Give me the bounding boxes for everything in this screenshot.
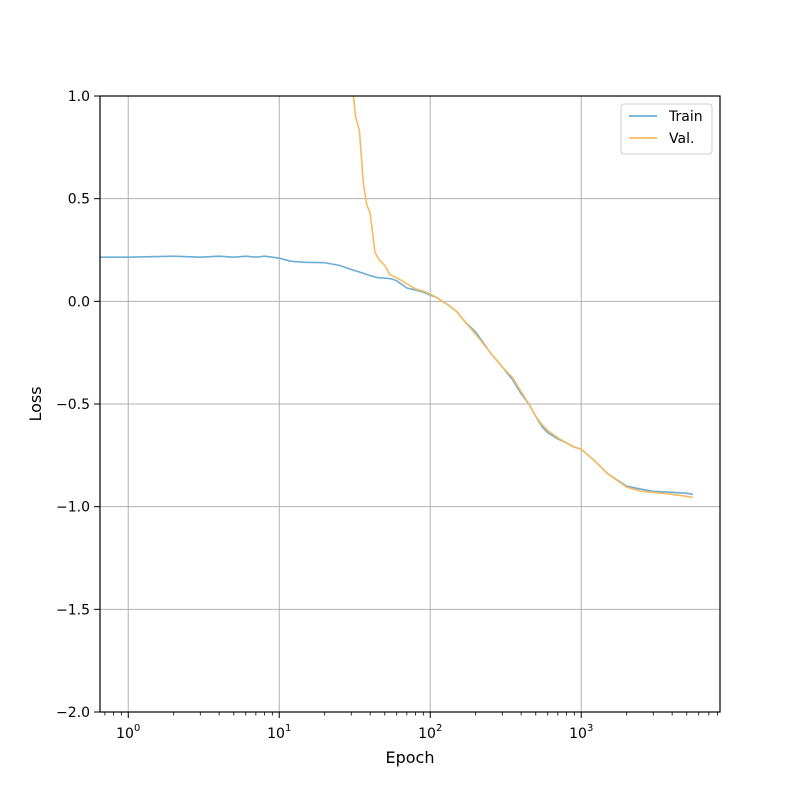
x-tick-label: 100 xyxy=(116,723,140,742)
x-tick-label: 102 xyxy=(418,723,442,742)
legend: Train Val. xyxy=(620,103,713,155)
y-tick-label: −2.0 xyxy=(56,705,90,721)
x-tick-base: 10 xyxy=(116,726,134,742)
y-tick-label: −1.0 xyxy=(56,500,90,516)
x-tick-exponent: 0 xyxy=(134,723,140,734)
y-axis-label: Loss xyxy=(26,386,45,421)
series-layer xyxy=(100,96,694,499)
x-tick-base: 10 xyxy=(569,726,587,742)
legend-label: Val. xyxy=(669,131,694,147)
x-tick-label: 103 xyxy=(569,723,593,742)
series-line-0 xyxy=(100,255,694,496)
y-tick-label: 0.0 xyxy=(68,294,90,310)
x-tick-exponent: 2 xyxy=(436,723,442,734)
x-tick-base: 10 xyxy=(418,726,436,742)
x-tick-label: 101 xyxy=(267,723,291,742)
x-axis-label: Epoch xyxy=(386,748,435,767)
y-tick-label: −0.5 xyxy=(56,397,90,413)
x-tick-exponent: 1 xyxy=(285,723,291,734)
x-tick-base: 10 xyxy=(267,726,285,742)
y-tick-label: −1.5 xyxy=(56,602,90,618)
series-line-1 xyxy=(352,96,694,499)
grid-layer xyxy=(100,95,720,713)
legend-label: Train xyxy=(668,109,703,125)
y-tick-label: 0.5 xyxy=(68,192,90,208)
x-tick-exponent: 3 xyxy=(587,723,593,734)
y-tick-label: 1.0 xyxy=(68,89,90,105)
